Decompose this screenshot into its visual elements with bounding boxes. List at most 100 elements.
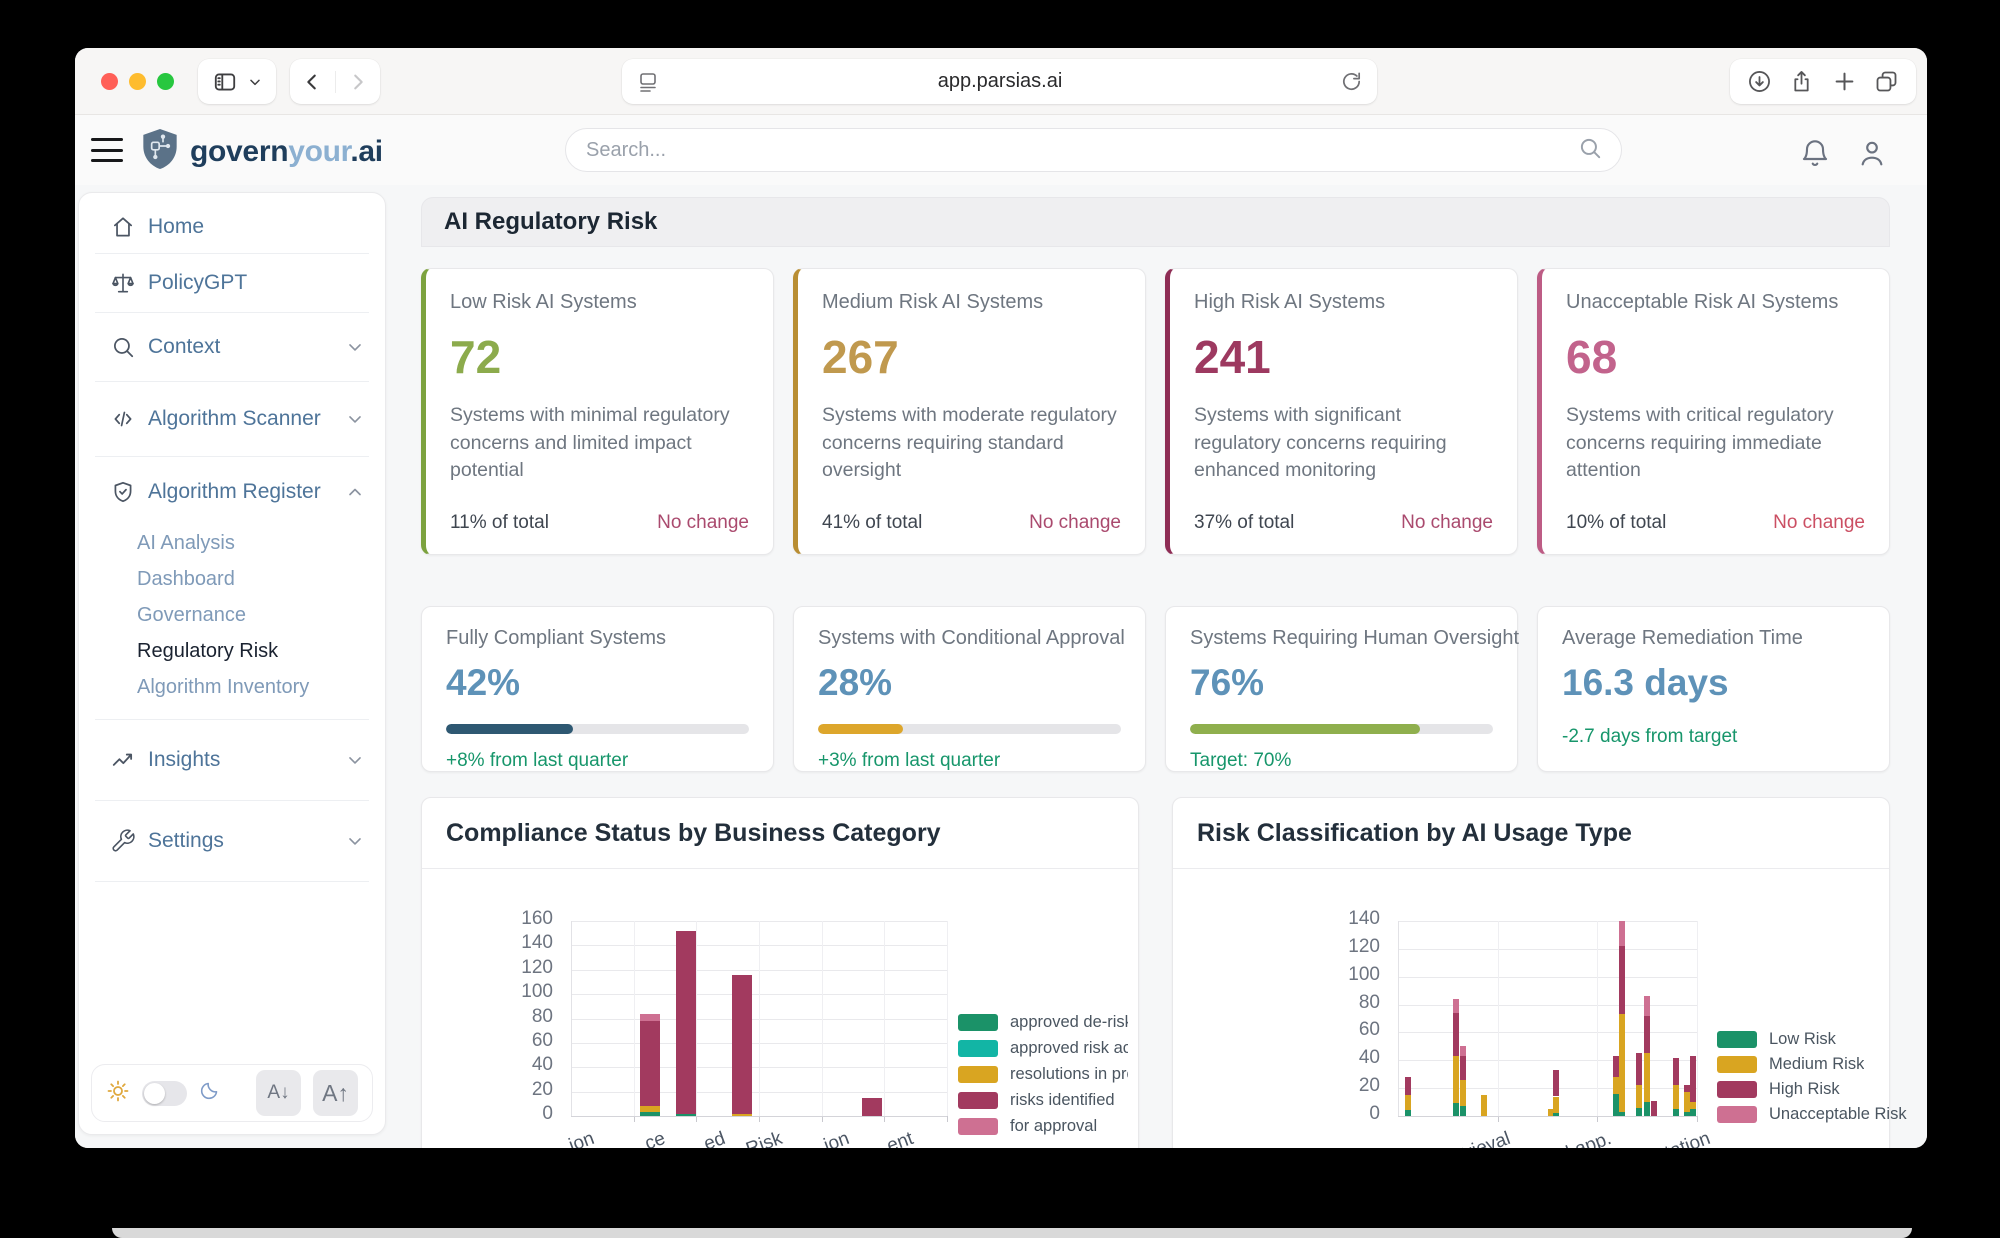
- sidebar-item-settings[interactable]: Settings: [93, 803, 371, 879]
- legend-item: approved de-risked: [958, 1013, 1128, 1032]
- stat-description: Systems with moderate regulatory concern…: [822, 404, 1117, 482]
- code-icon: [110, 406, 136, 432]
- bar-segment: [639, 1112, 660, 1116]
- home-icon: [110, 214, 136, 240]
- share-icon[interactable]: [1788, 68, 1815, 95]
- y-tick-label: 100: [1348, 963, 1380, 985]
- bar-segment: [1673, 1057, 1680, 1086]
- bar-segment: [732, 1113, 753, 1116]
- stat-card-high-risk: High Risk AI Systems 241 Systems with si…: [1165, 268, 1518, 555]
- window-bottom-edge: [112, 1228, 1912, 1238]
- legend-label: risks identified: [1010, 1091, 1115, 1109]
- gridline: [1398, 1004, 1697, 1006]
- search-input[interactable]: [586, 138, 1577, 162]
- y-axis-line: [1398, 921, 1399, 1116]
- toolbar-actions: [1730, 59, 1916, 104]
- legend-swatch: [1717, 1081, 1757, 1098]
- stat-percent: 11% of total: [450, 512, 549, 533]
- progress-card-fully-compliant: Fully Compliant Systems 42% +8% from las…: [421, 606, 774, 772]
- user-profile-icon[interactable]: [1856, 137, 1888, 169]
- legend-label: approved de-risked: [1010, 1013, 1128, 1031]
- gridline: [1398, 1032, 1697, 1034]
- sidebar-toggle-button[interactable]: [198, 59, 276, 104]
- stat-value: 72: [450, 331, 502, 383]
- reload-icon[interactable]: [1340, 70, 1363, 93]
- sidebar-item-algorithm-register[interactable]: Algorithm Register: [93, 459, 371, 525]
- browser-window: app.parsias.ai: [75, 48, 1927, 1148]
- theme-toggle[interactable]: [142, 1080, 187, 1106]
- bar-segment: [861, 1097, 882, 1116]
- search-icon[interactable]: [1577, 135, 1603, 166]
- legend-item: approved risk accepted: [958, 1039, 1128, 1058]
- sidebar-subitem-governance[interactable]: Governance: [137, 603, 246, 626]
- sidebar-item-algorithm-scanner[interactable]: Algorithm Scanner: [93, 384, 371, 454]
- sidebar-subitem-algorithm-inventory[interactable]: Algorithm Inventory: [137, 675, 310, 698]
- progress-title: Systems Requiring Human Oversight: [1190, 627, 1520, 649]
- sidebar-item-home[interactable]: Home: [93, 203, 371, 251]
- legend-item: Medium Risk: [1717, 1055, 1864, 1074]
- progress-bar: [1190, 724, 1493, 734]
- y-tick-label: 160: [521, 908, 553, 929]
- legend-item: Low Risk: [1717, 1030, 1836, 1049]
- url-text[interactable]: app.parsias.ai: [937, 70, 1063, 92]
- address-bar[interactable]: app.parsias.ai: [622, 59, 1377, 104]
- new-tab-icon[interactable]: [1831, 68, 1858, 95]
- sidebar-item-label: Settings: [148, 829, 224, 852]
- font-decrease-button[interactable]: A↓: [256, 1070, 301, 1116]
- sidebar-item-policygpt[interactable]: PolicyGPT: [93, 256, 371, 310]
- stat-value: 267: [822, 331, 899, 383]
- y-tick-label: 120: [1348, 935, 1380, 957]
- bar-segment: [1673, 1109, 1680, 1116]
- bar-segment: [1453, 1103, 1460, 1116]
- gridline: [633, 921, 635, 1116]
- x-tick-mark: [1697, 1116, 1698, 1122]
- stat-description: Systems with significant regulatory conc…: [1194, 404, 1447, 482]
- legend-swatch: [958, 1118, 998, 1135]
- sidebar-subitem-regulatory-risk[interactable]: Regulatory Risk: [137, 639, 279, 662]
- stat-title: Unacceptable Risk AI Systems: [1566, 291, 1839, 313]
- gridline: [947, 921, 948, 1116]
- bar-segment: [639, 1020, 660, 1107]
- sidebar-item-context[interactable]: Context: [93, 315, 371, 379]
- progress-value: 42%: [446, 662, 521, 703]
- font-increase-button[interactable]: A↑: [313, 1070, 358, 1116]
- zoom-button[interactable]: [157, 73, 174, 90]
- sidebar: Home PolicyGPT: [78, 192, 386, 1135]
- stat-value: 241: [1194, 331, 1271, 383]
- tab-overview-icon[interactable]: [1873, 68, 1900, 95]
- page-title: AI Regulatory Risk: [444, 208, 658, 235]
- sidebar-item-label: Algorithm Register: [148, 480, 321, 503]
- y-tick-label: 80: [531, 1005, 553, 1027]
- page-settings-icon[interactable]: [636, 70, 660, 94]
- bar-segment: [1643, 1015, 1650, 1054]
- trending-up-icon: [110, 747, 136, 773]
- stat-title: High Risk AI Systems: [1194, 291, 1386, 313]
- app-logo[interactable]: governyour.ai: [140, 127, 383, 176]
- content-area: Home PolicyGPT: [75, 185, 1927, 1148]
- chevron-down-icon: [345, 409, 365, 429]
- sidebar-item-insights[interactable]: Insights: [93, 722, 371, 798]
- progress-fill: [818, 724, 903, 734]
- forward-button[interactable]: [336, 59, 381, 104]
- stat-title: Medium Risk AI Systems: [822, 291, 1044, 313]
- x-axis-label: ation retrieval: [1280, 1128, 1513, 1148]
- minimize-button[interactable]: [129, 73, 146, 90]
- sidebar-subitem-dashboard[interactable]: Dashboard: [137, 567, 235, 590]
- bar-segment: [1405, 1095, 1412, 1111]
- search-icon: [110, 334, 136, 360]
- hamburger-menu-button[interactable]: [91, 135, 123, 165]
- y-tick-label: 100: [521, 981, 553, 1003]
- bar-segment: [1453, 999, 1460, 1013]
- stat-card-medium-risk: Medium Risk AI Systems 267 Systems with …: [793, 268, 1146, 555]
- back-button[interactable]: [290, 59, 335, 104]
- downloads-icon[interactable]: [1746, 68, 1773, 95]
- legend-label: for approval: [1010, 1117, 1098, 1135]
- sidebar-subitem-ai-analysis[interactable]: AI Analysis: [137, 531, 235, 554]
- x-axis-line: [1398, 1116, 1697, 1117]
- close-button[interactable]: [101, 73, 118, 90]
- notifications-bell-icon[interactable]: [1799, 137, 1831, 169]
- x-tick-mark: [1597, 1116, 1599, 1122]
- chart-header: Compliance Status by Business Category: [422, 798, 1138, 869]
- page-title-bar: AI Regulatory Risk: [421, 197, 1890, 247]
- x-tick-mark: [633, 1116, 635, 1122]
